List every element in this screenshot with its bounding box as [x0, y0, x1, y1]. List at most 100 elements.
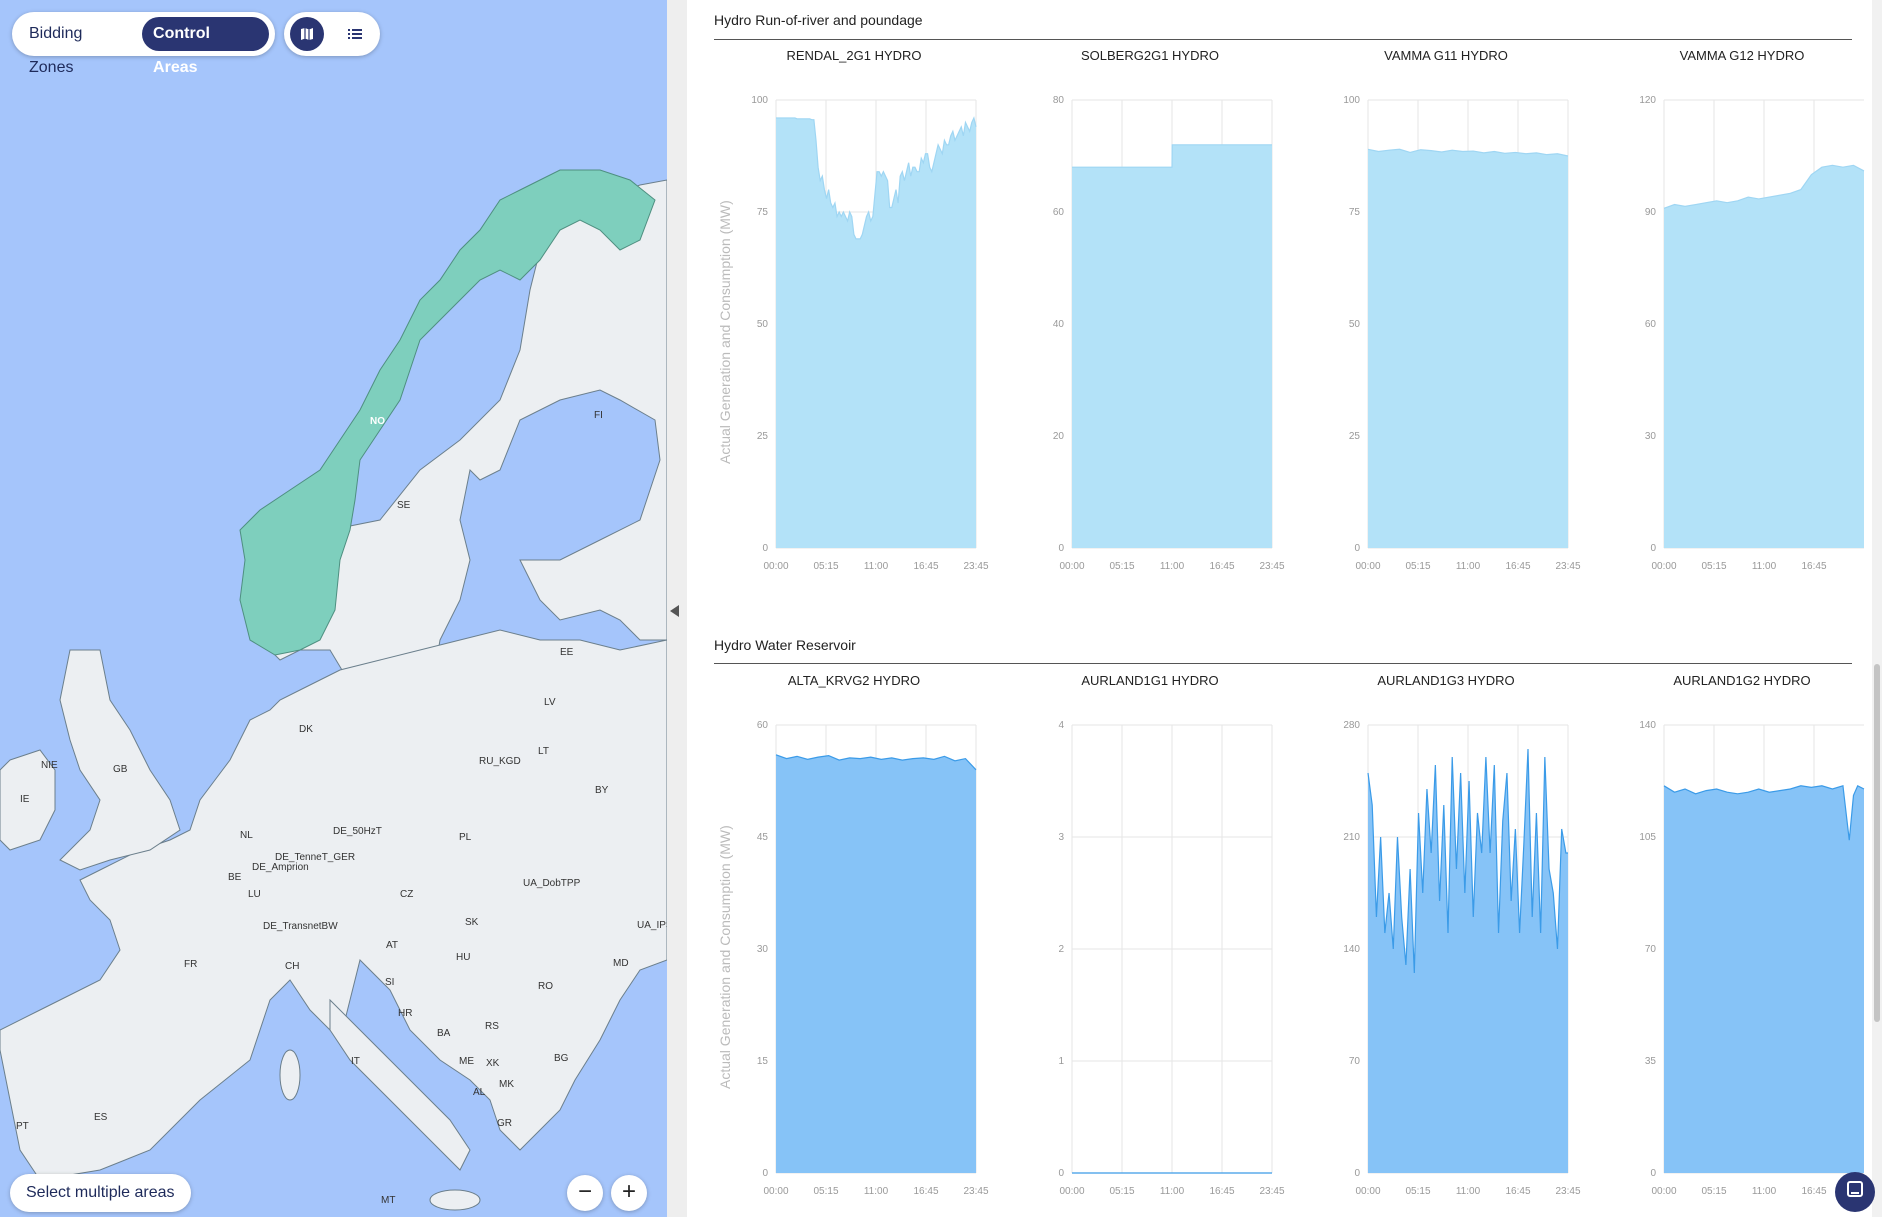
series-line	[775, 754, 977, 771]
chart-card[interactable]: SOLBERG2G1 HYDRO 0 20 40 60 80 00:00 05:15 11:00…	[1010, 48, 1290, 578]
region-fennoscandia[interactable]	[259, 179, 667, 731]
y-tick-label: 140	[1343, 944, 1360, 955]
y-tick-label: 75	[1349, 207, 1361, 218]
region-continental-europe[interactable]	[0, 629, 667, 1181]
x-tick-label: 11:00	[1752, 561, 1777, 572]
label-dk: DK	[299, 724, 313, 735]
region-gb[interactable]	[59, 649, 181, 871]
label-hu: HU	[456, 952, 470, 963]
label-ru-kgd: RU_KGD	[479, 756, 521, 767]
y-tick-label: 100	[1343, 95, 1360, 106]
series-line	[1072, 144, 1272, 168]
scrollbar-track[interactable]	[1872, 0, 1882, 1217]
label-sk: SK	[465, 917, 479, 928]
x-tick-label: 16:45	[1209, 561, 1234, 572]
bidding-zones-button[interactable]: Bidding Zones	[29, 25, 83, 76]
y-tick-label: 0	[1354, 1168, 1360, 1179]
chart-plot[interactable]: 0 15 30 45 60 00:00 05:15 11:00 16:45 23:45	[714, 673, 994, 1203]
x-tick-label: 00:00	[1651, 1186, 1676, 1197]
x-tick-label: 05:15	[1701, 561, 1726, 572]
label-no: NO	[370, 416, 385, 427]
region-sicily[interactable]	[429, 1189, 481, 1211]
section-divider	[714, 39, 1852, 40]
chart-title: SOLBERG2G1 HYDRO	[1081, 48, 1219, 63]
y-tick-label: 50	[757, 319, 769, 330]
label-ua-dobtpp: UA_DobTPP	[523, 878, 581, 889]
chart-plot[interactable]: 0 20 40 60 80 00:00 05:15 11:00 16:45 23:45	[1010, 48, 1290, 578]
series-area[interactable]	[1664, 785, 1864, 1173]
y-tick-label: 0	[1058, 1168, 1064, 1179]
map-panel[interactable]: NO SE FI EE LV LT RU_KGD BY DK NIE GB IE…	[0, 0, 667, 1217]
series-area[interactable]	[776, 754, 976, 1173]
label-fr: FR	[184, 959, 197, 970]
label-si: SI	[385, 977, 394, 988]
chart-plot[interactable]: 0 1 2 3 4 00:00 05:15 11:00 16:45 23:45	[1010, 673, 1290, 1203]
x-tick-label: 23:45	[1555, 1186, 1580, 1197]
chart-card[interactable]: AURLAND1G3 HYDRO 0 70 140 210 280 00:00 05:15 11…	[1306, 673, 1586, 1203]
area-mode-toggle: Bidding Zones Control Areas	[12, 12, 275, 76]
region-sardinia[interactable]	[279, 1049, 301, 1101]
chart-plot[interactable]: 0 25 50 75 100 00:00 05:15 11:00 16:45 23:45	[714, 48, 994, 578]
chart-plot[interactable]: 0 30 60 90 120 00:00 05:15 11:00 16:45	[1602, 48, 1882, 578]
chart-card[interactable]: ALTA_KRVG2 HYDRO 0 15 30 45 60 00:00 05:15 11:00…	[714, 673, 994, 1203]
x-tick-label: 11:00	[1160, 1186, 1185, 1197]
x-tick-label: 11:00	[1456, 1186, 1481, 1197]
series-area[interactable]	[1072, 144, 1272, 549]
chart-plot[interactable]: 0 35 70 105 140 00:00 05:15 11:00 16:45	[1602, 673, 1882, 1203]
chart-plot[interactable]: 0 25 50 75 100 00:00 05:15 11:00 16:45 23:45	[1306, 48, 1586, 578]
zoom-out-button[interactable]: −	[567, 1175, 603, 1211]
label-pt: PT	[16, 1121, 29, 1132]
y-tick-label: 80	[1053, 95, 1065, 106]
x-tick-label: 05:15	[1109, 1186, 1134, 1197]
x-tick-label: 11:00	[1160, 561, 1185, 572]
series-area[interactable]	[1368, 149, 1568, 548]
chart-card[interactable]: VAMMA G12 HYDRO 0 30 60 90 120 00:00 05:15 11:00…	[1602, 48, 1882, 578]
chevron-left-icon[interactable]	[670, 605, 679, 617]
chart-title: VAMMA G12 HYDRO	[1679, 48, 1805, 63]
label-es: ES	[94, 1112, 108, 1123]
chat-button[interactable]	[1835, 1172, 1875, 1212]
x-tick-label: 23:45	[963, 561, 988, 572]
chart-card[interactable]: AURLAND1G1 HYDRO 0 1 2 3 4 00:00 05:15 11:00 16:4…	[1010, 673, 1290, 1203]
control-areas-button[interactable]: Control Areas	[142, 17, 269, 76]
label-rs: RS	[485, 1021, 499, 1032]
chart-card[interactable]: RENDAL_2G1 HYDRO 0 25 50 75 100 00:00 05:15 11:0…	[714, 48, 994, 578]
x-tick-label: 00:00	[1651, 561, 1676, 572]
chart-card[interactable]: VAMMA G11 HYDRO 0 25 50 75 100 00:00 05:15 11:00…	[1306, 48, 1586, 578]
y-tick-label: 70	[1349, 1056, 1361, 1067]
label-it: IT	[351, 1056, 360, 1067]
label-ba: BA	[437, 1028, 451, 1039]
map-icon[interactable]	[290, 17, 324, 51]
chart-title: RENDAL_2G1 HYDRO	[786, 48, 922, 63]
y-tick-label: 4	[1058, 720, 1064, 731]
y-tick-label: 2	[1058, 944, 1064, 955]
chart-card[interactable]: AURLAND1G2 HYDRO 0 35 70 105 140 00:00 05:15 11:…	[1602, 673, 1882, 1203]
chat-icon	[1847, 1180, 1863, 1204]
y-tick-label: 210	[1343, 832, 1360, 843]
x-tick-label: 23:45	[1259, 561, 1284, 572]
section-title-water-reservoir: Hydro Water Reservoir	[714, 637, 856, 653]
label-ch: CH	[285, 961, 299, 972]
x-tick-label: 23:45	[1259, 1186, 1284, 1197]
select-multiple-areas-button[interactable]: Select multiple areas	[10, 1174, 191, 1212]
y-tick-label: 1	[1058, 1056, 1064, 1067]
europe-map[interactable]: NO SE FI EE LV LT RU_KGD BY DK NIE GB IE…	[0, 0, 667, 1217]
x-tick-label: 00:00	[763, 1186, 788, 1197]
series-area[interactable]	[1664, 165, 1864, 548]
panel-collapse-handle[interactable]	[667, 0, 687, 1217]
label-md: MD	[613, 958, 629, 969]
y-tick-label: 60	[757, 720, 769, 731]
zoom-in-button[interactable]: +	[611, 1175, 647, 1211]
label-xk: XK	[486, 1058, 500, 1069]
x-tick-label: 11:00	[864, 1186, 889, 1197]
region-no-selected[interactable]	[239, 169, 656, 656]
label-de-tennet: DE_TenneT_GER	[275, 852, 355, 863]
scrollbar-thumb[interactable]	[1874, 664, 1880, 1022]
list-icon[interactable]	[338, 17, 372, 51]
region-ireland[interactable]	[0, 749, 56, 851]
x-tick-label: 23:45	[1555, 561, 1580, 572]
series-area[interactable]	[776, 117, 976, 549]
region-italy-peninsula[interactable]	[329, 998, 471, 1171]
label-ee: EE	[560, 647, 574, 658]
chart-plot[interactable]: 0 70 140 210 280 00:00 05:15 11:00 16:45 23:45	[1306, 673, 1586, 1203]
